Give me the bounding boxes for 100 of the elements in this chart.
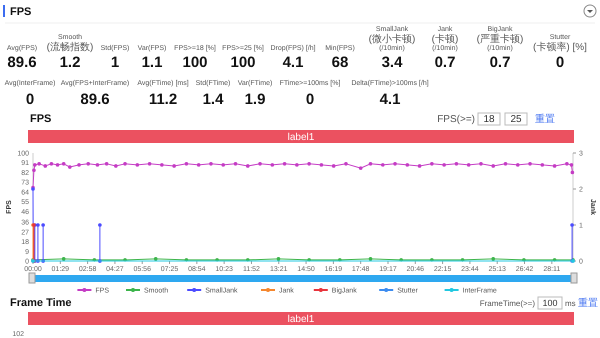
point [282,162,286,166]
point [258,162,262,166]
text: FPS>=18 [%] [174,44,216,52]
text: 1.4 [202,91,224,108]
point [98,223,102,227]
point [62,257,66,261]
point [528,162,532,166]
point [479,162,483,166]
point [148,162,152,166]
chart-title: FPS [30,113,52,125]
text: Frame Time [10,297,72,309]
text: 68 [332,54,348,71]
text: Std(FTime) [196,79,230,87]
text: label1 [288,314,315,325]
point [430,162,434,166]
text: FPS(>=) [437,114,475,125]
point [418,164,422,168]
point [37,162,41,166]
point [184,162,188,166]
text: 0 [556,54,564,71]
point [307,162,311,166]
point [36,223,40,227]
point [540,163,544,167]
point [114,164,118,168]
point [172,164,176,168]
text: Std(FPS) [100,44,130,52]
point [41,223,45,227]
text: Avg(FPS) [6,44,38,52]
text: 0.7 [434,54,456,71]
text: 18 [483,114,495,125]
point [209,162,213,166]
text: ms [565,299,576,308]
text: SmallJank(微小卡顿) (/10min) [368,25,416,52]
point [332,164,336,168]
point [368,257,372,261]
text: 重置 [535,113,555,125]
text: Stutter(卡顿率) [%] [533,34,588,53]
point [491,164,496,168]
text: 4.1 [282,54,304,71]
text: Var(FPS) [138,44,166,52]
point [406,163,410,167]
text: 1.9 [244,91,266,108]
point [96,163,100,167]
point [196,163,200,167]
point [368,162,372,166]
text: 25 [510,114,522,125]
text: label1 [288,132,315,143]
point [358,166,362,170]
text: Jank(卡顿) (/10min) [432,25,458,52]
text: Avg(FTime) [ms] [137,79,189,87]
text: Delta(FTime)>100ms [/h] [351,79,429,87]
text: 1.1 [142,54,162,71]
point [570,163,574,167]
text: 重置 [578,297,598,309]
point [32,168,36,172]
point [491,257,496,261]
point [442,163,446,167]
text: Avg(FPS+InterFrame) [60,79,130,87]
text: 4.1 [380,91,400,108]
point [570,170,574,174]
point [270,163,274,167]
text: 0.7 [490,54,510,71]
point [104,162,108,166]
point [154,257,158,261]
text: 3.4 [382,54,404,71]
text: BigJank(严重卡顿) (/10min) [476,25,524,52]
text: Avg(InterFrame) [4,79,56,87]
point [160,163,164,167]
text: Var(FTime) [238,79,272,87]
point [276,257,280,261]
text: 100 [182,54,208,71]
point [344,162,348,166]
point [393,162,397,166]
point [570,223,574,227]
point [77,163,81,167]
text: FrameTime(>=) [480,299,536,308]
point [56,163,60,167]
point [123,162,127,166]
point [136,163,140,167]
point [295,163,299,167]
text: FTime>=100ms [%] [280,79,340,87]
text: 1.2 [60,54,80,71]
text: FPS [10,6,32,18]
point [320,163,324,167]
text: Min(FPS) [325,44,355,52]
point [516,163,520,167]
point [50,162,54,166]
point [68,165,72,169]
text: 11.2 [148,91,178,108]
point [221,163,226,167]
point [33,163,37,167]
point [43,164,48,168]
text: 1 [110,54,120,71]
text: 0 [306,91,314,108]
text: 100 [542,298,558,308]
text: 89.6 [80,91,110,108]
point [454,162,458,166]
point [234,162,238,166]
text: 89.6 [7,54,37,71]
point [466,163,470,167]
